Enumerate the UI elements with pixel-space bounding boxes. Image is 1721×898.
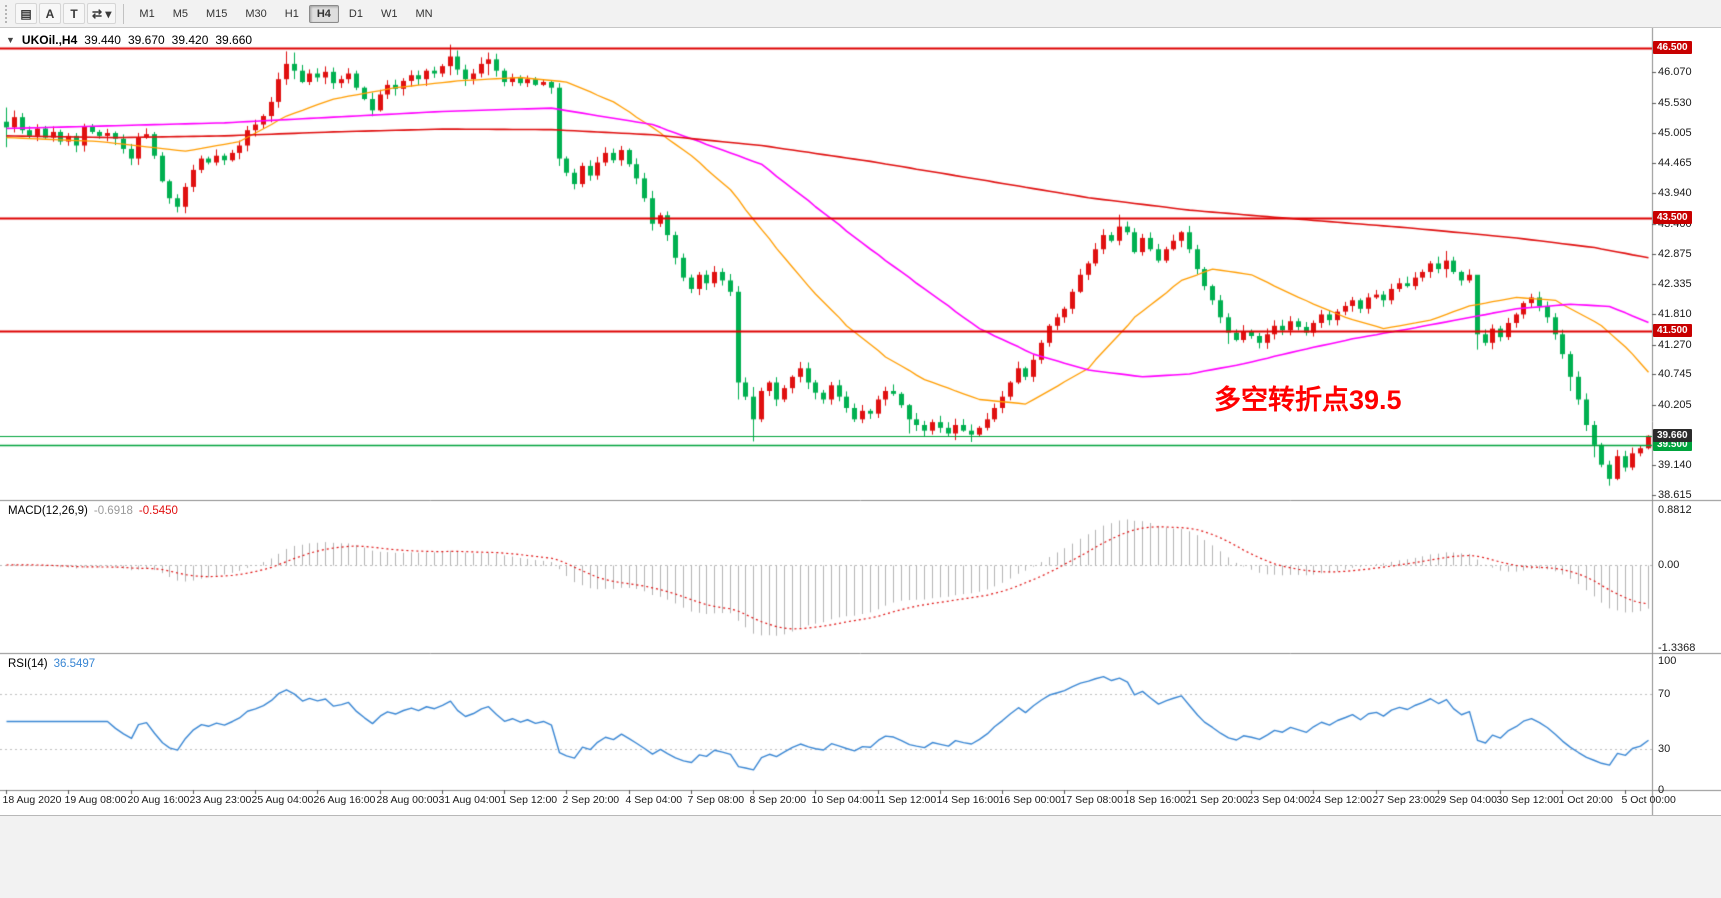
ohlc-open-value: 39.440 [84,33,121,47]
main-toolbar: ▤ A T ⇄ ▾ M1 M5 M15 M30 H1 H4 D1 W1 MN [0,0,1721,28]
timeframe-button-m15[interactable]: M15 [205,7,228,20]
macd-main-value: -0.6918 [93,505,133,517]
timeframe-button-h4[interactable]: H4 [308,4,339,23]
timeframe-button-w1[interactable]: W1 [380,7,398,20]
rsi-name: RSI(14) [8,658,48,670]
rsi-indicator-label: RSI(14) 36.5497 [8,658,95,670]
ohlc-low-value: 39.420 [171,33,209,47]
macd-signal-value: -0.5450 [138,505,178,517]
chevron-down-icon[interactable]: ▼ [6,35,15,45]
rsi-value: 36.5497 [53,658,96,670]
symbol-label: UKOil.,H4 [21,33,78,47]
timeframe-button-m1[interactable]: M1 [139,7,155,20]
timeframe-button-group: M1 M5 M15 M30 H1 H4 D1 W1 MN [131,4,440,23]
timeframe-button-d1[interactable]: D1 [348,7,363,20]
chart-area: 46.070 45.530 45.005 44.465 43.940 43.400 42.8… [0,28,1721,898]
ohlc-close-value: 39.660 [215,33,253,47]
tool-button-group: ▤ A T ⇄ ▾ [15,3,117,24]
chart-canvas[interactable] [0,28,1721,815]
toolbar-grip[interactable] [5,4,10,23]
toolbar-separator [123,3,125,24]
macd-name: MACD(12,26,9) [8,505,88,517]
ohlc-high-value: 39.670 [127,33,165,47]
annotate-a-button[interactable]: A [39,3,61,24]
timeframe-button-mn[interactable]: MN [415,7,433,20]
chart-annotation[interactable]: 多空转折点39.5 [1214,385,1402,415]
timeframe-button-m30[interactable]: M30 [245,7,267,20]
bottom-panel [0,815,1721,898]
indicators-dropdown-button[interactable]: ⇄ ▾ [87,3,117,24]
macd-indicator-label: MACD(12,26,9) -0.6918 -0.5450 [8,505,178,517]
chart-title: ▼ UKOil.,H4 39.440 39.670 39.420 39.660 [6,33,252,47]
timeframe-button-m5[interactable]: M5 [172,7,188,20]
text-tool-button[interactable]: T [63,3,85,24]
grid-icon[interactable]: ▤ [15,3,37,24]
timeframe-button-h1[interactable]: H1 [284,7,299,20]
